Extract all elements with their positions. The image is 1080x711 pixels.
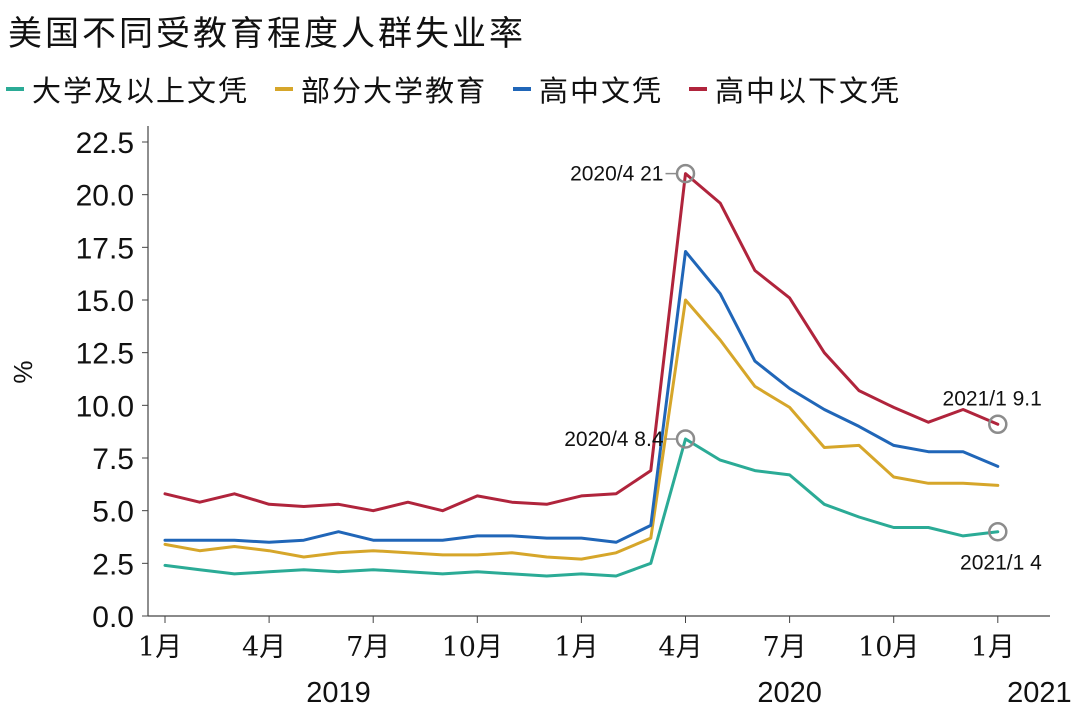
x-tick-label: 1月 bbox=[971, 632, 1015, 663]
y-tick-label: 7.5 bbox=[92, 443, 134, 476]
y-tick-label: 0.0 bbox=[92, 601, 134, 634]
legend-label: 高中文凭 bbox=[539, 74, 664, 108]
legend-swatch bbox=[689, 87, 708, 91]
x-year-label: 2021 bbox=[1007, 677, 1072, 709]
annotation-marker bbox=[675, 429, 696, 449]
series-line-3 bbox=[163, 172, 1000, 513]
annotation-label: 2020/4 8.4 bbox=[564, 428, 664, 451]
legend-swatch bbox=[275, 87, 294, 91]
x-tick-label: 1月 bbox=[138, 632, 182, 663]
y-tick-label: 2.5 bbox=[92, 548, 134, 581]
y-tick-label: 20.0 bbox=[76, 180, 134, 213]
legend-swatch bbox=[513, 87, 532, 91]
x-tick-label: 1月 bbox=[554, 632, 598, 663]
series-line-1 bbox=[163, 298, 1000, 561]
y-tick-label: 22.5 bbox=[76, 127, 134, 160]
y-tick-label: 17.5 bbox=[76, 232, 134, 265]
legend-item-some-college: 部分大学教育 bbox=[275, 68, 487, 110]
annotation-label: 2021/1 9.1 bbox=[943, 387, 1042, 410]
annotation-marker bbox=[675, 163, 696, 184]
y-tick-label: 15.0 bbox=[76, 285, 134, 318]
y-tick-label: 5.0 bbox=[92, 496, 134, 529]
legend-item-high-school: 高中文凭 bbox=[513, 68, 663, 110]
x-year-label: 2019 bbox=[306, 677, 371, 709]
y-axis-label: % bbox=[8, 360, 38, 383]
x-year-label: 2020 bbox=[757, 677, 822, 709]
y-tick-label: 10.0 bbox=[76, 390, 134, 423]
legend-item-college: 大学及以上文凭 bbox=[6, 68, 249, 110]
annotation-marker bbox=[988, 414, 1008, 435]
legend-swatch bbox=[6, 87, 24, 91]
x-tick-label: 7月 bbox=[346, 632, 390, 663]
legend-label: 部分大学教育 bbox=[301, 74, 488, 108]
x-tick-label: 7月 bbox=[763, 632, 807, 663]
series-line-0 bbox=[163, 437, 1000, 578]
x-tick-label: 10月 bbox=[858, 632, 919, 663]
series-line-2 bbox=[163, 250, 1000, 544]
annotation-marker bbox=[988, 521, 1008, 542]
x-tick-label: 4月 bbox=[658, 632, 702, 663]
legend-label: 大学及以上文凭 bbox=[32, 74, 250, 108]
chart-title: 美国不同受教育程度人群失业率 bbox=[8, 14, 526, 54]
annotation-label: 2020/4 21 bbox=[570, 163, 663, 186]
legend-label: 高中以下文凭 bbox=[715, 74, 902, 108]
legend-item-below-high-school: 高中以下文凭 bbox=[689, 68, 901, 110]
x-tick-label: 10月 bbox=[442, 632, 503, 663]
x-tick-label: 4月 bbox=[242, 632, 286, 663]
y-tick-label: 12.5 bbox=[76, 338, 134, 371]
annotation-label: 2021/1 4 bbox=[960, 552, 1042, 575]
legend: 大学及以上文凭 部分大学教育 高中文凭 高中以下文凭 bbox=[6, 68, 901, 110]
